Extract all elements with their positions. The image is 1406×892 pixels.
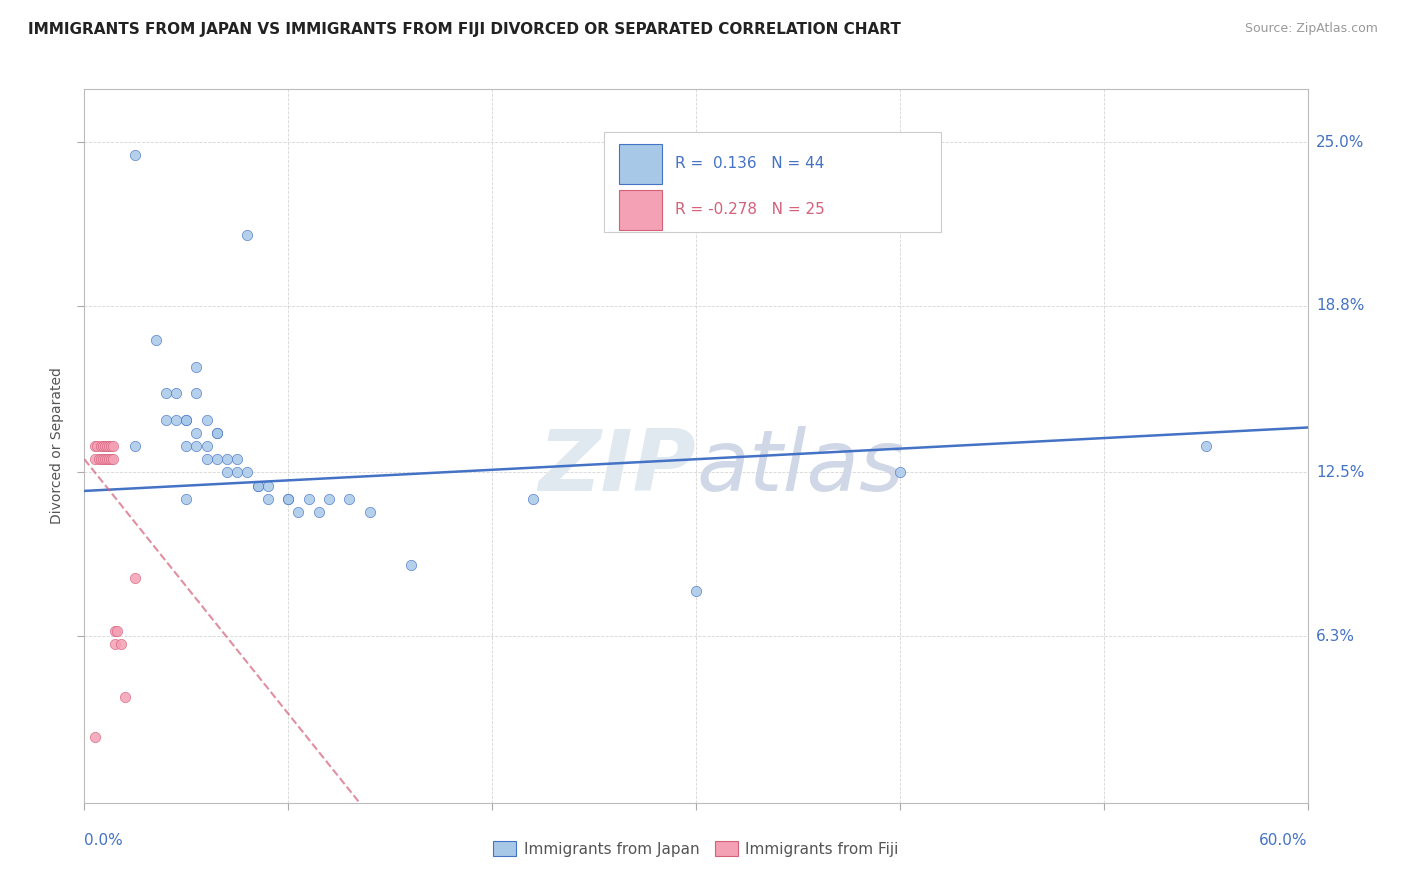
Point — [685, 584, 707, 599]
Point — [1195, 439, 1218, 453]
Point — [165, 412, 187, 426]
Point — [174, 412, 197, 426]
Point — [100, 452, 122, 467]
Point — [186, 386, 208, 401]
Point — [195, 412, 218, 426]
Point — [205, 425, 228, 440]
Point — [399, 558, 422, 572]
Point — [359, 505, 381, 519]
Point — [257, 478, 280, 492]
Point — [318, 491, 340, 506]
Point — [174, 412, 197, 426]
Point — [205, 425, 228, 440]
Point — [104, 637, 127, 651]
Point — [104, 624, 127, 638]
Point — [124, 439, 146, 453]
Point — [308, 505, 330, 519]
Text: 60.0%: 60.0% — [1260, 833, 1308, 848]
Point — [87, 452, 110, 467]
Point — [93, 439, 115, 453]
Bar — [619, 190, 662, 229]
Point — [83, 730, 105, 744]
Point — [90, 439, 112, 453]
Point — [217, 452, 239, 467]
Point — [257, 491, 280, 506]
Point — [100, 439, 122, 453]
Point — [97, 439, 120, 453]
Point — [101, 452, 124, 467]
Point — [101, 439, 124, 453]
Point — [165, 386, 187, 401]
Point — [124, 148, 146, 162]
Point — [298, 491, 321, 506]
Point — [277, 491, 299, 506]
Point — [96, 452, 118, 467]
Point — [174, 439, 197, 453]
Point — [174, 491, 197, 506]
Point — [522, 491, 544, 506]
Text: 6.3%: 6.3% — [1316, 629, 1355, 644]
Point — [145, 333, 167, 347]
Bar — [619, 145, 662, 184]
Point — [339, 491, 360, 506]
Text: Source: ZipAtlas.com: Source: ZipAtlas.com — [1244, 22, 1378, 36]
Text: IMMIGRANTS FROM JAPAN VS IMMIGRANTS FROM FIJI DIVORCED OR SEPARATED CORRELATION : IMMIGRANTS FROM JAPAN VS IMMIGRANTS FROM… — [28, 22, 901, 37]
Point — [236, 227, 259, 242]
Point — [91, 452, 114, 467]
Point — [91, 439, 114, 453]
Text: atlas: atlas — [696, 425, 904, 509]
Text: 18.8%: 18.8% — [1316, 299, 1364, 313]
Point — [114, 690, 136, 704]
Y-axis label: Divorced or Separated: Divorced or Separated — [51, 368, 65, 524]
Point — [246, 478, 269, 492]
Point — [236, 466, 259, 480]
Text: ZIP: ZIP — [538, 425, 696, 509]
Point — [93, 452, 115, 467]
FancyBboxPatch shape — [605, 132, 941, 232]
Point — [205, 452, 228, 467]
Point — [889, 466, 911, 480]
Point — [110, 637, 132, 651]
Point — [186, 439, 208, 453]
Point — [277, 491, 299, 506]
Point — [186, 359, 208, 374]
Point — [217, 466, 239, 480]
Point — [186, 425, 208, 440]
Point — [155, 386, 177, 401]
Point — [105, 624, 128, 638]
Point — [195, 439, 218, 453]
Point — [96, 439, 118, 453]
Legend: Immigrants from Japan, Immigrants from Fiji: Immigrants from Japan, Immigrants from F… — [486, 835, 905, 863]
Point — [86, 439, 108, 453]
Text: 0.0%: 0.0% — [84, 833, 124, 848]
Point — [124, 571, 146, 585]
Text: 25.0%: 25.0% — [1316, 135, 1364, 150]
Point — [83, 439, 105, 453]
Point — [287, 505, 309, 519]
Text: 12.5%: 12.5% — [1316, 465, 1364, 480]
Text: R = -0.278   N = 25: R = -0.278 N = 25 — [675, 202, 825, 218]
Point — [246, 478, 269, 492]
Point — [90, 452, 112, 467]
Text: R =  0.136   N = 44: R = 0.136 N = 44 — [675, 156, 824, 171]
Point — [195, 452, 218, 467]
Point — [226, 466, 249, 480]
Point — [97, 452, 120, 467]
Point — [83, 452, 105, 467]
Point — [155, 412, 177, 426]
Point — [226, 452, 249, 467]
